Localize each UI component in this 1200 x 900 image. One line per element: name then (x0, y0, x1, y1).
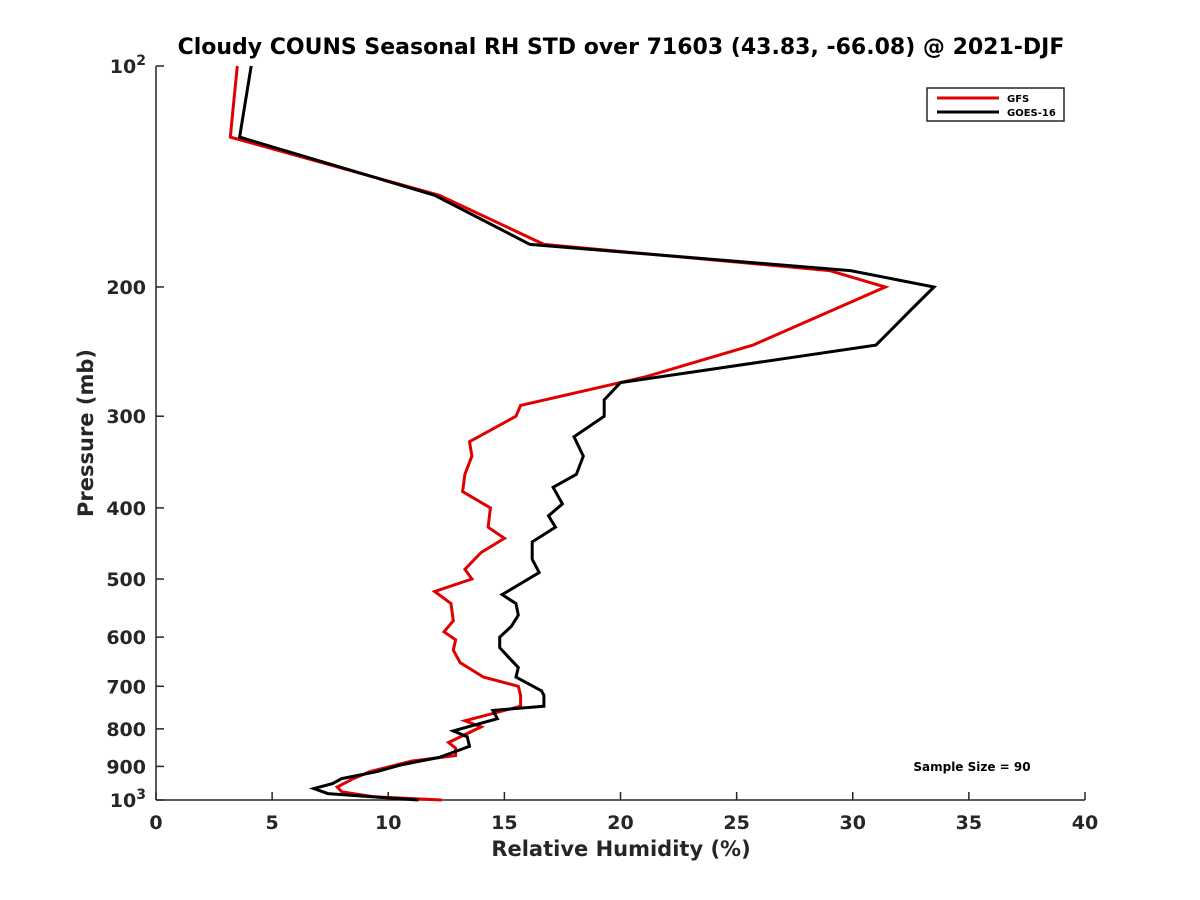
x-tick-label: 5 (266, 812, 279, 834)
sample-size-annotation: Sample Size = 90 (913, 760, 1030, 774)
y-tick-label: 600 (106, 627, 146, 649)
y-axis-label: Pressure (mb) (74, 349, 98, 517)
y-tick-label: 102 (110, 53, 146, 78)
y-tick-label: 900 (106, 756, 146, 778)
y-tick-label: 400 (106, 498, 146, 520)
y-tick-label: 200 (106, 277, 146, 299)
x-tick-label: 10 (375, 812, 401, 834)
plot-area: 0 5 10 15 20 25 30 35 40 102 200 300 400 500 600 700 800… (106, 53, 1098, 834)
series-line-goes-16 (237, 65, 938, 802)
x-tick-label: 20 (607, 812, 633, 834)
x-tick-label: 25 (723, 812, 749, 834)
y-tick-label: 103 (110, 787, 146, 812)
y-tick-label: 700 (106, 676, 146, 698)
y-tick-label: 300 (106, 406, 146, 428)
legend-label-gfs: GFS (1007, 94, 1029, 105)
x-axis-label: Relative Humidity (%) (491, 837, 750, 861)
x-tick-label: 35 (956, 812, 982, 834)
y-tick-label: 500 (106, 569, 146, 591)
legend-box (926, 87, 1065, 122)
x-tick-label: 0 (149, 812, 162, 834)
legend-label-goes-16: GOES-16 (1007, 108, 1056, 119)
x-tick-label: 30 (840, 812, 866, 834)
legend: GFS GOES-16 (926, 87, 1065, 122)
x-tick-label: 15 (491, 812, 517, 834)
x-tick-label: 40 (1072, 812, 1098, 834)
y-tick-label: 800 (106, 719, 146, 741)
series-line-gfs (228, 65, 890, 802)
chart-title: Cloudy COUNS Seasonal RH STD over 71603 … (178, 35, 1065, 60)
